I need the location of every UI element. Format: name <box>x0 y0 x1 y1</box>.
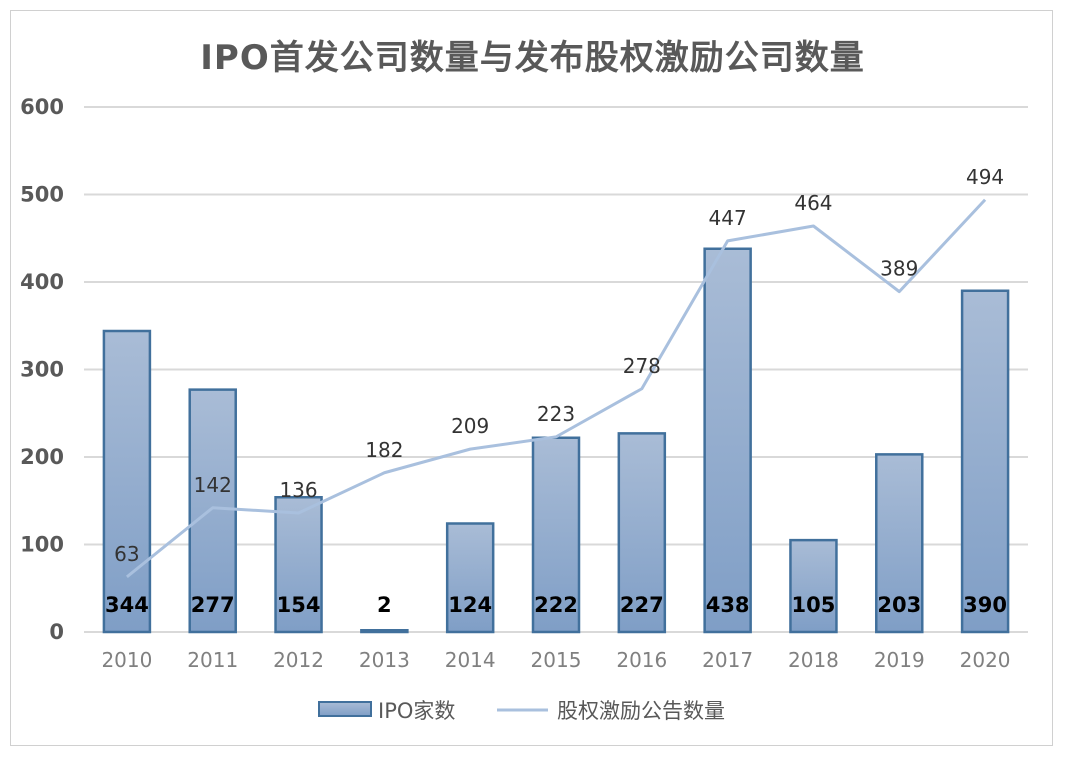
x-tick-label: 2015 <box>531 648 582 672</box>
bar-2018 <box>789 538 838 634</box>
bar-2017 <box>703 247 752 634</box>
x-tick-label: 2010 <box>101 648 152 672</box>
line-value-label: 63 <box>114 542 139 566</box>
bar-series: 344 277 154 2 124 222 227 438 105 203 390 <box>102 247 1010 634</box>
x-tick-label: 2017 <box>702 648 753 672</box>
line-value-label: 223 <box>537 402 575 426</box>
y-tick-label: 500 <box>20 183 64 207</box>
chart-title: IPO首发公司数量与发布股权激励公司数量 <box>200 38 865 78</box>
x-tick-label: 2012 <box>273 648 324 672</box>
bar-value-label: 344 <box>105 593 149 617</box>
legend-bar-label: IPO家数 <box>378 699 455 723</box>
line-value-label: 389 <box>880 257 918 281</box>
bar-value-label: 390 <box>963 593 1007 617</box>
line-value-label: 182 <box>365 438 403 462</box>
legend: IPO家数 股权激励公告数量 <box>318 699 725 723</box>
line-value-label: 464 <box>794 191 832 215</box>
y-tick-label: 400 <box>20 270 64 294</box>
x-tick-label: 2011 <box>187 648 238 672</box>
x-axis: 2010 2011 2012 2013 2014 2015 2016 2017 2018 2019… <box>101 648 1010 672</box>
x-tick-label: 2016 <box>616 648 667 672</box>
y-tick-label: 0 <box>49 620 64 644</box>
line-value-label: 278 <box>623 354 661 378</box>
bar-value-label: 105 <box>792 593 836 617</box>
bar-2012 <box>274 496 323 634</box>
bar-2015 <box>531 436 581 634</box>
x-tick-label: 2013 <box>359 648 410 672</box>
x-tick-label: 2018 <box>788 648 839 672</box>
bar-2016 <box>617 432 667 634</box>
x-tick-label: 2019 <box>874 648 925 672</box>
bar-2019 <box>875 453 924 634</box>
line-value-label: 136 <box>279 478 317 502</box>
bar-value-label: 124 <box>448 593 492 617</box>
line-value-label: 494 <box>966 165 1004 189</box>
bar-value-label: 203 <box>877 593 921 617</box>
bar-2020 <box>960 289 1010 634</box>
bar-value-label: 2 <box>377 593 392 617</box>
bar-value-label: 227 <box>620 593 664 617</box>
y-axis: 0 100 200 300 400 500 600 <box>20 95 64 644</box>
line-series: 63 142 136 182 209 223 278 447 464 389 494 <box>114 165 1004 579</box>
bar-value-label: 222 <box>534 593 578 617</box>
legend-bar-swatch <box>318 701 372 717</box>
bar-2011 <box>188 388 237 634</box>
y-tick-label: 100 <box>20 533 64 557</box>
legend-line-label: 股权激励公告数量 <box>557 699 725 723</box>
bar-2014 <box>445 522 495 634</box>
line-value-label: 209 <box>451 414 489 438</box>
bar-2013 <box>360 629 409 634</box>
y-tick-label: 200 <box>20 445 64 469</box>
bar-2010 <box>102 329 152 634</box>
x-tick-label: 2020 <box>960 648 1011 672</box>
line-value-label: 447 <box>709 206 747 230</box>
line-path <box>125 198 987 579</box>
bar-value-label: 154 <box>277 593 321 617</box>
y-tick-label: 600 <box>20 95 64 119</box>
line-value-label: 142 <box>194 473 232 497</box>
bar-value-label: 438 <box>706 593 750 617</box>
bar-value-label: 277 <box>191 593 235 617</box>
x-tick-label: 2014 <box>445 648 496 672</box>
y-tick-label: 300 <box>20 358 64 382</box>
